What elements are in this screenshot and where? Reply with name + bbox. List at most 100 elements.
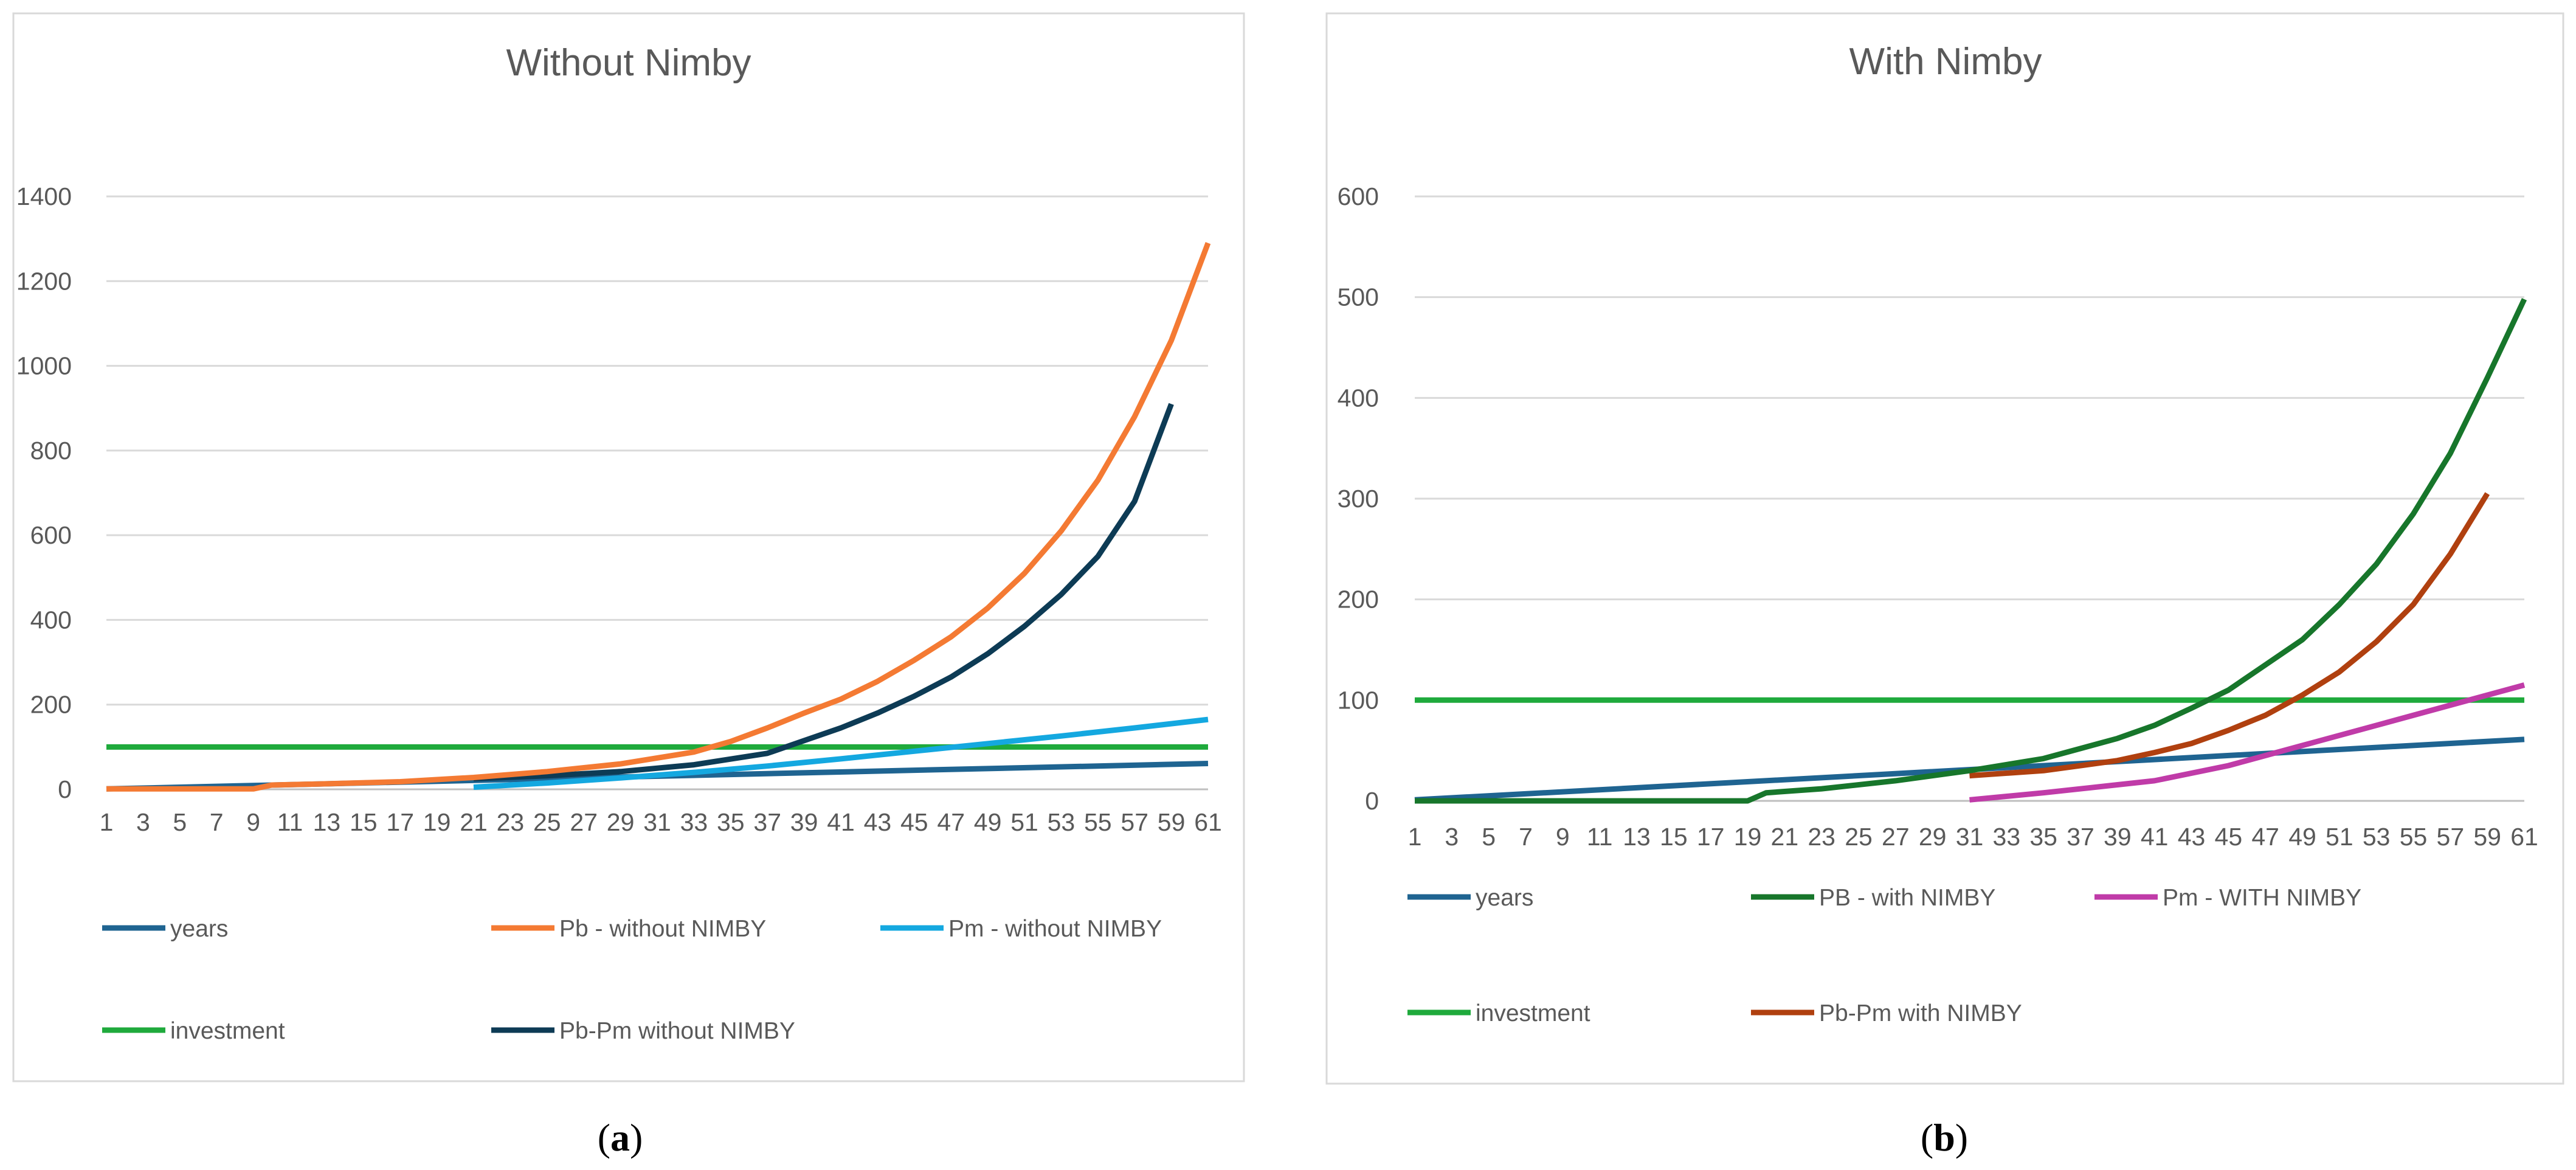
y-tick-label-a-1000: 1000 [16,352,72,380]
y-tick-label-b-200: 200 [1338,586,1379,614]
y-tick-label-a-1400: 1400 [16,182,72,210]
y-tick-label-b-300: 300 [1338,485,1379,513]
x-tick-label-a-41: 41 [827,808,855,836]
x-tick-label-a-39: 39 [790,808,818,836]
chart-a-gridlines [106,195,1208,791]
y-tick-label-b-0: 0 [1365,787,1379,815]
x-tick-label-a-55: 55 [1084,808,1112,836]
series-line-a-pm-without-nimby [473,716,1209,790]
x-tick-label-a-11: 11 [277,808,303,836]
x-tick-label-a-15: 15 [350,808,378,836]
x-tick-label-a-47: 47 [937,808,965,836]
series-line-a-pb-without-nimby [106,242,1211,792]
x-tick-label-a-21: 21 [460,808,488,836]
series-line-b-pb-with-nimby [1415,298,2527,804]
y-tick-label-a-600: 600 [30,521,72,549]
x-tick-label-b-11: 11 [1587,823,1613,851]
legend-label-b-investment: investment [1476,1000,1590,1026]
x-tick-label-a-19: 19 [423,808,451,836]
panel-a-label: (a) [598,1116,643,1159]
legend-item-b-pm-with-nimby: Pm - WITH NIMBY [2094,885,2361,911]
x-tick-label-b-13: 13 [1623,823,1651,851]
series-line-b-pm-with-nimby [1969,682,2526,803]
legend-item-a-investment: investment [102,1018,285,1044]
legend-item-a-pm-without-nimby: Pm - without NIMBY [880,916,1162,942]
x-tick-label-a-45: 45 [900,808,928,836]
chart-b-legend: years PB - with NIMBY Pm - WITH NIMBY inves… [1407,885,2361,1026]
x-tick-label-a-59: 59 [1158,808,1186,836]
x-tick-label-b-23: 23 [1808,823,1835,851]
x-tick-label-b-5: 5 [1482,823,1496,851]
x-tick-label-a-53: 53 [1048,808,1076,836]
x-tick-label-a-49: 49 [974,808,1002,836]
legend-item-b-pb-with-nimby: PB - with NIMBY [1751,885,1995,911]
x-tick-label-a-61: 61 [1194,808,1222,836]
chart-panel-a: Without Nimby 0200400600800100012001400 … [12,12,1245,1082]
x-tick-label-b-61: 61 [2510,823,2538,851]
x-tick-label-a-23: 23 [497,808,525,836]
chart-a-legend: years Pb - without NIMBY Pm - without NIMB… [102,916,1162,1044]
legend-item-a-pb-without-nimby: Pb - without NIMBY [491,916,766,942]
y-tick-label-a-400: 400 [30,606,72,634]
series-line-b-pb-pm-with-nimby [1969,492,2490,779]
x-tick-label-b-3: 3 [1445,823,1459,851]
x-tick-label-a-43: 43 [864,808,892,836]
x-tick-label-b-49: 49 [2288,823,2316,851]
legend-item-a-years: years [102,916,228,942]
x-tick-label-b-25: 25 [1845,823,1873,851]
x-tick-label-a-17: 17 [386,808,414,836]
legend-item-b-investment: investment [1407,1000,1590,1026]
x-tick-label-a-9: 9 [246,808,260,836]
x-tick-label-b-41: 41 [2141,823,2169,851]
x-tick-label-b-57: 57 [2437,823,2465,851]
x-tick-label-a-1: 1 [100,808,114,836]
x-tick-label-b-53: 53 [2363,823,2391,851]
chart-a-plot-area [106,242,1211,792]
y-tick-label-b-500: 500 [1338,283,1379,311]
x-tick-label-a-5: 5 [173,808,187,836]
x-tick-label-b-1: 1 [1408,823,1422,851]
x-tick-label-b-55: 55 [2400,823,2428,851]
legend-label-b-pb-pm-with-nimby: Pb-Pm with NIMBY [1819,1000,2022,1026]
y-tick-label-b-600: 600 [1338,182,1379,210]
x-tick-label-a-3: 3 [136,808,150,836]
legend-label-a-pb-pm-without-nimby: Pb-Pm without NIMBY [559,1018,795,1044]
series-line-a-pb-pm-without-nimby [473,403,1174,782]
chart-b-title: With Nimby [1849,41,2042,83]
legend-label-a-pb-without-nimby: Pb - without NIMBY [559,916,766,942]
x-tick-label-a-37: 37 [753,808,781,836]
legend-label-b-pb-with-nimby: PB - with NIMBY [1819,885,1995,911]
x-tick-label-b-21: 21 [1771,823,1799,851]
y-tick-label-b-400: 400 [1338,384,1379,412]
x-tick-label-b-9: 9 [1556,823,1570,851]
x-tick-label-b-37: 37 [2067,823,2094,851]
x-tick-label-b-43: 43 [2178,823,2206,851]
chart-a-y-axis: 0 200 400 600 800 1000 1200 1400 [16,182,72,803]
panel-b-label: (b) [1921,1116,1968,1159]
x-tick-label-a-13: 13 [313,808,341,836]
x-tick-label-a-25: 25 [533,808,561,836]
chart-b-y-axis: 0 100 200 300 400 500 600 [1338,182,1379,815]
legend-item-a-pb-pm-without-nimby: Pb-Pm without NIMBY [491,1018,795,1044]
chart-b-x-axis: 1 3 5 7 9 11 13 15 17 19 21 23 25 27 29 31 33 35 37 39 41 43 4… [1408,823,2538,851]
y-tick-label-a-200: 200 [30,691,72,719]
chart-b-frame [1325,12,2564,1085]
x-tick-label-b-19: 19 [1734,823,1762,851]
x-tick-label-a-31: 31 [643,808,671,836]
chart-a-title: Without Nimby [506,42,751,84]
x-tick-label-b-17: 17 [1697,823,1725,851]
y-tick-label-a-800: 800 [30,437,72,465]
legend-label-b-years: years [1476,885,1533,911]
y-tick-label-a-1200: 1200 [16,267,72,295]
legend-item-b-years: years [1407,885,1533,911]
x-tick-label-a-29: 29 [607,808,635,836]
x-tick-label-b-33: 33 [1993,823,2021,851]
legend-item-b-pb-pm-with-nimby: Pb-Pm with NIMBY [1751,1000,2022,1026]
x-tick-label-a-27: 27 [570,808,598,836]
chart-b-plot-area [1414,298,2527,804]
x-tick-label-a-51: 51 [1010,808,1038,836]
x-tick-label-b-45: 45 [2215,823,2243,851]
x-tick-label-b-35: 35 [2029,823,2057,851]
